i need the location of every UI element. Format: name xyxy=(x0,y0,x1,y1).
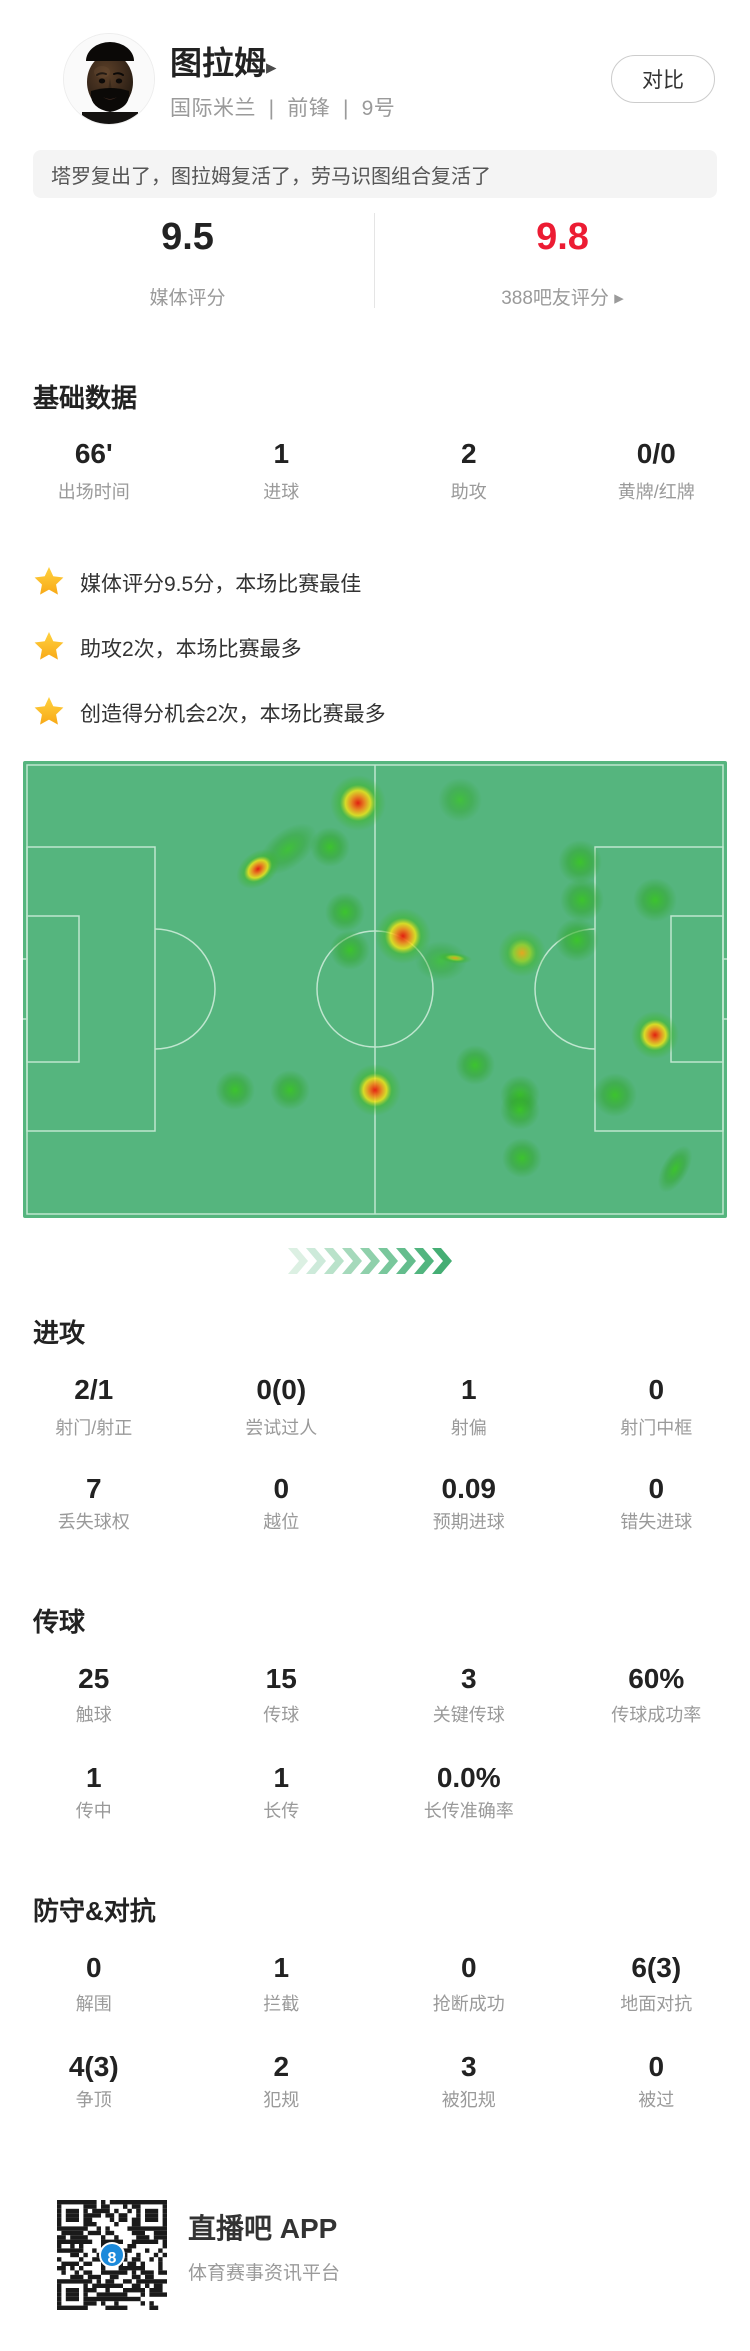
svg-text:8: 8 xyxy=(108,2250,117,2267)
